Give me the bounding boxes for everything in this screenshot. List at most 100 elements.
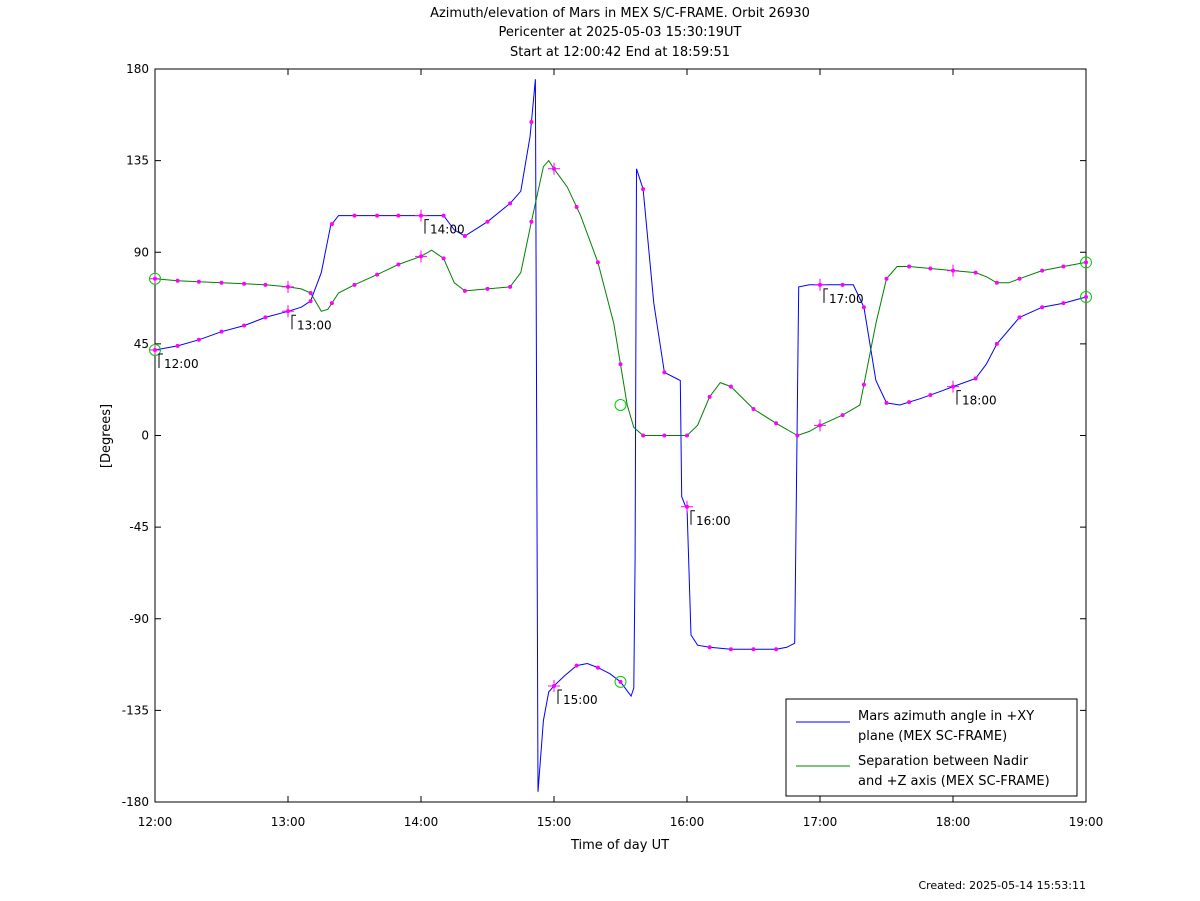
- circle-marker: [149, 272, 161, 285]
- y-tick-label: -45: [129, 520, 149, 534]
- markers: [149, 119, 1092, 692]
- data-point: [485, 286, 490, 291]
- data-point: [861, 382, 866, 387]
- hour-plus-marker: [282, 280, 294, 293]
- data-point: [196, 337, 201, 342]
- title-line-2: Pericenter at 2025-05-03 15:30:19UT: [498, 25, 741, 40]
- hour-label: 14:00: [430, 223, 465, 237]
- data-point: [973, 270, 978, 275]
- hour-plus-marker: [681, 500, 693, 513]
- x-axis-label: Time of day UT: [570, 838, 669, 853]
- data-point: [662, 370, 667, 375]
- data-point: [508, 284, 513, 289]
- data-point: [1040, 268, 1045, 273]
- data-point: [928, 393, 933, 398]
- x-tick-label: 13:00: [271, 815, 306, 829]
- data-point: [618, 362, 623, 367]
- title-line-3: Start at 12:00:42 End at 18:59:51: [510, 45, 730, 60]
- hour-plus-marker: [548, 679, 560, 692]
- data-point: [685, 433, 689, 438]
- data-point: [907, 400, 912, 405]
- hour-plus-marker: [149, 343, 161, 356]
- data-point: [175, 278, 180, 283]
- data-point: [1017, 315, 1022, 320]
- hour-plus-marker: [814, 419, 826, 432]
- data-point: [1061, 301, 1066, 306]
- data-point: [884, 400, 889, 405]
- circle-marker: [614, 398, 627, 411]
- data-point: [329, 301, 334, 306]
- hour-tick-marker: [823, 288, 828, 303]
- data-point: [595, 665, 600, 670]
- data-point: [529, 219, 534, 224]
- y-tick-label: 180: [126, 62, 149, 76]
- hour-tick-marker: [424, 219, 429, 234]
- data-point: [928, 266, 933, 271]
- series-line-0: [154, 79, 1087, 792]
- data-point: [329, 222, 334, 227]
- data-point: [751, 647, 756, 652]
- data-point: [1084, 295, 1088, 300]
- data-point: [574, 205, 579, 210]
- hour-plus-marker: [149, 272, 161, 285]
- plot-frame: [154, 68, 1087, 803]
- x-tick-label: 14:00: [404, 815, 439, 829]
- data-point: [1017, 276, 1022, 281]
- hour-tick-marker: [291, 314, 296, 330]
- data-point: [508, 201, 513, 206]
- x-tick-label: 19:00: [1069, 815, 1104, 829]
- data-point: [907, 264, 912, 269]
- data-point: [1084, 260, 1088, 265]
- circle-marker: [1080, 256, 1092, 269]
- x-tick-label: 15:00: [537, 815, 572, 829]
- hour-label: 15:00: [563, 693, 598, 707]
- x-tick-label: 17:00: [803, 815, 838, 829]
- y-tick-label: -90: [129, 612, 149, 626]
- x-tick-label: 12:00: [138, 815, 173, 829]
- data-point: [308, 299, 313, 304]
- data-point: [308, 290, 313, 295]
- data-point: [352, 282, 357, 287]
- hour-plus-marker: [415, 250, 427, 263]
- data-point: [242, 323, 247, 328]
- data-point: [994, 341, 999, 346]
- x-tick-label: 18:00: [936, 815, 971, 829]
- circle-marker: [1080, 291, 1092, 304]
- hour-plus-marker: [282, 305, 294, 318]
- data-point: [728, 647, 733, 652]
- hour-tick-marker: [557, 689, 562, 704]
- hour-tick-marker: [690, 510, 695, 525]
- data-point: [618, 679, 623, 684]
- y-tick-label: -135: [122, 703, 149, 717]
- legend-label-azimuth-1: Mars azimuth angle in +XY: [858, 709, 1034, 724]
- data-point: [641, 433, 646, 438]
- circle-marker: [614, 675, 627, 688]
- data-point: [352, 213, 357, 218]
- hour-tick-marker: [956, 390, 961, 405]
- data-point: [242, 281, 247, 286]
- data-point: [595, 260, 600, 265]
- legend-box: [785, 698, 1078, 797]
- data-point: [1040, 305, 1045, 310]
- hour-label: 18:00: [962, 394, 997, 408]
- data-point: [973, 376, 978, 381]
- data-point: [707, 645, 712, 650]
- y-tick-label: 45: [134, 337, 149, 351]
- hour-label: 16:00: [696, 514, 731, 528]
- hour-plus-marker: [814, 278, 826, 291]
- hour-label: 17:00: [829, 292, 864, 306]
- data-point: [1061, 264, 1066, 269]
- y-axis-label: [Degrees]: [99, 404, 114, 468]
- hour-plus-marker: [947, 264, 959, 277]
- hour-labels: 12:00 13:00 14:00 15:00 16:00 17:00 18:00: [158, 219, 997, 707]
- y-tick-label: 90: [134, 245, 149, 259]
- hour-tick-marker: [158, 353, 163, 368]
- legend-label-separation-1: Separation between Nadir: [858, 754, 1029, 769]
- series-lines: [154, 79, 1087, 792]
- data-point: [774, 421, 779, 426]
- title-line-1: Azimuth/elevation of Mars in MEX S/C-FRA…: [430, 6, 810, 21]
- y-tick-label: 135: [126, 154, 149, 168]
- data-point: [861, 305, 866, 310]
- data-point: [462, 233, 467, 238]
